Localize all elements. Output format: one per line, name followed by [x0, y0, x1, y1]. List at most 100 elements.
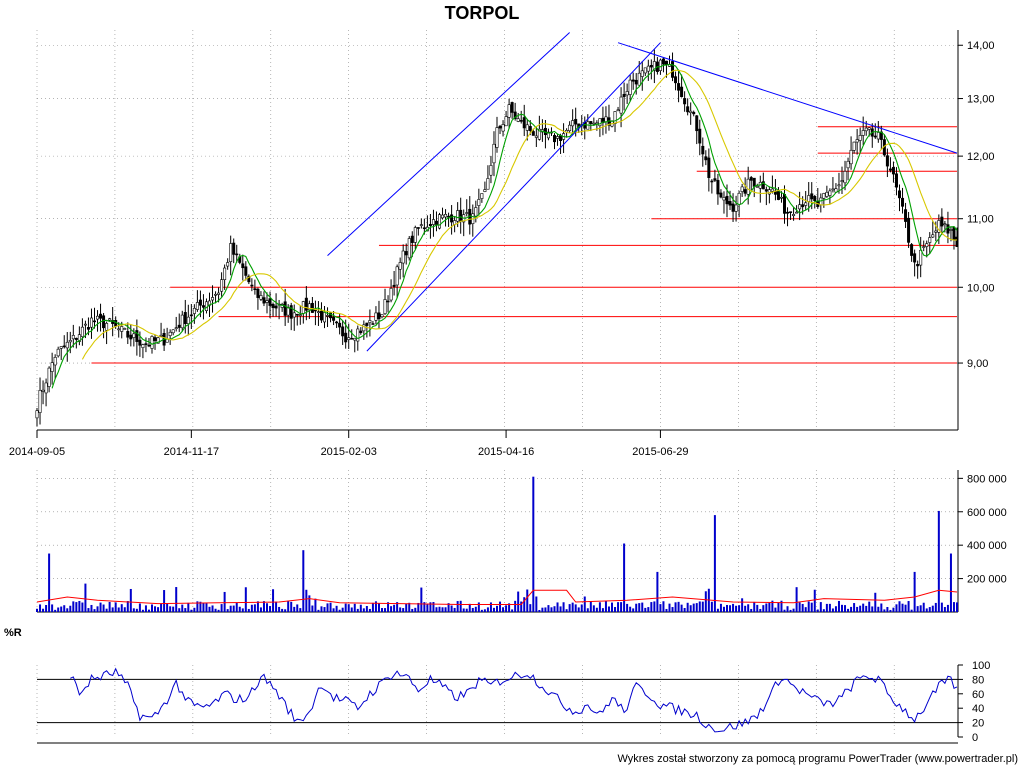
candle-body	[404, 251, 408, 256]
candle-body	[480, 193, 484, 199]
y-tick-label: 11,00	[967, 214, 994, 226]
candle-body	[304, 297, 308, 311]
volume-bar	[871, 606, 874, 612]
volume-bar	[111, 607, 114, 612]
candle-body	[713, 178, 717, 181]
candle-body	[894, 173, 898, 188]
volume-bar	[199, 601, 202, 612]
y-tick-label: 60	[972, 689, 984, 701]
candle-body	[120, 326, 124, 332]
candle-body	[674, 76, 678, 84]
candle-body	[419, 224, 423, 226]
volume-bar	[60, 606, 63, 612]
candle-body	[858, 135, 862, 141]
indicator-label: %R	[4, 627, 22, 639]
volume-bar	[262, 601, 265, 612]
y-tick-label: 0	[972, 732, 978, 744]
volume-bar	[390, 606, 393, 612]
y-tick-label: 400 000	[967, 540, 1007, 552]
candle-body	[174, 327, 178, 330]
candle-body	[313, 309, 317, 312]
volume-bar	[925, 608, 928, 612]
volume-bar	[411, 608, 414, 612]
volume-bar	[335, 605, 338, 612]
candle-body	[335, 321, 339, 324]
candle-body	[504, 116, 508, 127]
candle-body	[897, 190, 901, 199]
volume-bar	[913, 571, 916, 612]
volume-bar	[937, 510, 940, 612]
volume-bar	[738, 605, 741, 612]
moving-average-long	[81, 69, 958, 360]
volume-bar	[187, 602, 190, 612]
candle-body	[141, 344, 145, 348]
volume-bar	[514, 600, 517, 612]
volume-bar	[668, 603, 671, 612]
candle-body	[731, 203, 735, 212]
volume-bar	[117, 607, 120, 612]
volume-bar	[66, 608, 69, 612]
volume-bar	[898, 601, 901, 612]
candle-body	[528, 126, 532, 131]
candle-body	[510, 102, 514, 113]
candle-body	[198, 299, 202, 306]
candle-body	[132, 333, 136, 338]
volume-bar	[656, 571, 659, 612]
candle-body	[710, 180, 714, 183]
volume-bar	[447, 603, 450, 612]
volume-bar	[765, 603, 768, 612]
candle-body	[359, 330, 363, 334]
volume-bar	[583, 596, 586, 612]
volume-bar	[323, 607, 326, 612]
volume-bar	[214, 608, 217, 612]
volume-bar	[611, 602, 613, 612]
volume-bar	[492, 607, 495, 612]
candle-body	[737, 192, 741, 205]
candle-body	[268, 298, 272, 306]
volume-bar	[635, 603, 638, 612]
volume-bar	[532, 476, 535, 612]
candle-body	[825, 191, 829, 197]
volume-bar	[120, 604, 123, 612]
candle-body	[719, 192, 723, 198]
candle-body	[701, 145, 705, 155]
y-tick-label: 100	[972, 660, 990, 672]
volume-bar	[837, 600, 840, 612]
volume-bar	[922, 602, 925, 612]
volume-bar	[320, 606, 323, 612]
volume-bar	[480, 609, 483, 612]
volume-bar	[508, 603, 511, 612]
candle-body	[525, 124, 529, 131]
volume-bar	[272, 589, 275, 612]
candle-body	[410, 235, 414, 243]
volume-bar	[244, 587, 247, 612]
volume-bar	[341, 607, 344, 612]
volume-bar	[665, 608, 668, 612]
x-tick-label: 2015-06-29	[632, 446, 688, 458]
candle-body	[319, 310, 323, 321]
candle-body	[344, 332, 348, 343]
volume-bar	[526, 589, 529, 612]
volume-bar	[650, 602, 653, 612]
volume-bar	[429, 602, 432, 612]
volume-bar	[108, 601, 111, 612]
y-tick-label: 600 000	[967, 507, 1007, 519]
volume-bar	[607, 606, 610, 612]
candle-body	[356, 328, 360, 342]
candle-body	[380, 314, 384, 318]
volume-bar	[253, 604, 256, 612]
volume-bar	[471, 607, 474, 612]
volume-bar	[680, 604, 683, 612]
volume-bar	[129, 588, 132, 612]
volume-bar	[689, 605, 692, 612]
candle-body	[704, 156, 708, 161]
candle-body	[241, 263, 245, 269]
candle-body	[53, 357, 57, 366]
candle-body	[804, 202, 808, 206]
volume-bar	[102, 604, 105, 612]
volume-bar	[726, 604, 728, 612]
volume-bar	[356, 608, 359, 612]
volume-bar	[305, 589, 308, 612]
volume-bar	[586, 608, 589, 612]
